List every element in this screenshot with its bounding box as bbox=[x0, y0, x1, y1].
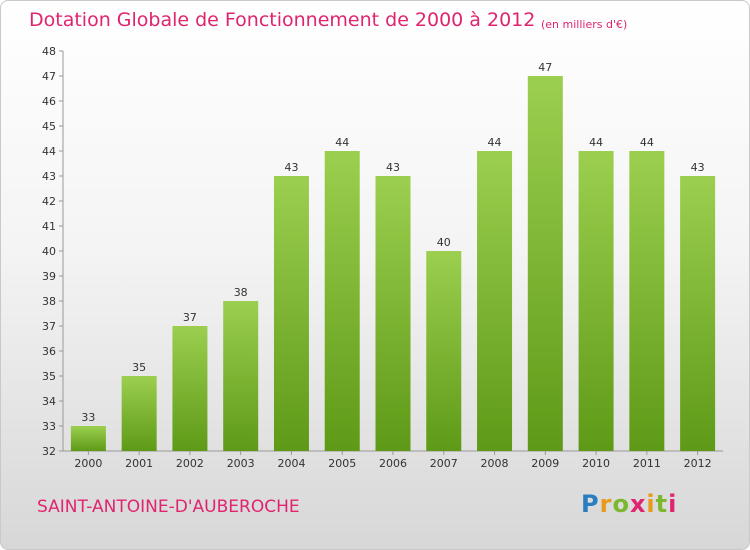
bar bbox=[273, 176, 309, 451]
chart-title: Dotation Globale de Fonctionnement de 20… bbox=[29, 9, 536, 31]
x-tick-label: 2000 bbox=[74, 457, 102, 470]
x-tick-label: 2002 bbox=[176, 457, 204, 470]
x-tick-label: 2003 bbox=[227, 457, 255, 470]
bar-value-label: 33 bbox=[81, 411, 95, 424]
y-tick-label: 38 bbox=[42, 295, 56, 308]
bar-value-label: 40 bbox=[437, 236, 451, 249]
chart-unit-note: (en milliers d'€) bbox=[541, 18, 628, 31]
bar bbox=[375, 176, 411, 451]
bar-value-label: 47 bbox=[538, 61, 552, 74]
chart-labels: 2000 33 2001 35 2002 37 2003 38 2004 43 2005 44 2006… bbox=[74, 61, 711, 470]
bar-value-label: 35 bbox=[132, 361, 146, 374]
bar bbox=[172, 326, 208, 451]
y-tick-label: 45 bbox=[42, 120, 56, 133]
commune-name: SAINT-ANTOINE-D'AUBEROCHE bbox=[37, 497, 300, 517]
chart-bars bbox=[70, 76, 716, 451]
y-tick-label: 37 bbox=[42, 320, 56, 333]
bar-value-label: 44 bbox=[589, 136, 603, 149]
bar bbox=[629, 151, 665, 451]
bar-value-label: 44 bbox=[488, 136, 502, 149]
bar-value-label: 37 bbox=[183, 311, 197, 324]
x-tick-label: 2007 bbox=[430, 457, 458, 470]
bar bbox=[70, 426, 106, 451]
x-tick-label: 2010 bbox=[582, 457, 610, 470]
y-tick-label: 46 bbox=[42, 95, 56, 108]
x-tick-label: 2004 bbox=[277, 457, 305, 470]
bar bbox=[223, 301, 259, 451]
y-tick-label: 43 bbox=[42, 170, 56, 183]
bar bbox=[527, 76, 563, 451]
proxiti-logo: Proxiti bbox=[581, 490, 678, 518]
y-tick-label: 39 bbox=[42, 270, 56, 283]
bar-value-label: 43 bbox=[386, 161, 400, 174]
y-tick-label: 40 bbox=[42, 245, 56, 258]
y-tick-label: 34 bbox=[42, 395, 56, 408]
x-tick-label: 2005 bbox=[328, 457, 356, 470]
bar-value-label: 38 bbox=[234, 286, 248, 299]
y-tick-label: 42 bbox=[42, 195, 56, 208]
y-tick-label: 36 bbox=[42, 345, 56, 358]
y-tick-label: 35 bbox=[42, 370, 56, 383]
x-tick-label: 2008 bbox=[481, 457, 509, 470]
y-tick-label: 41 bbox=[42, 220, 56, 233]
bar-value-label: 44 bbox=[335, 136, 349, 149]
y-tick-label: 47 bbox=[42, 70, 56, 83]
bar-value-label: 44 bbox=[640, 136, 654, 149]
y-tick-label: 33 bbox=[42, 420, 56, 433]
bar-value-label: 43 bbox=[691, 161, 705, 174]
bar bbox=[680, 176, 716, 451]
x-tick-label: 2012 bbox=[684, 457, 712, 470]
x-tick-label: 2011 bbox=[633, 457, 661, 470]
y-tick-label: 32 bbox=[42, 445, 56, 458]
bar bbox=[121, 376, 157, 451]
bar bbox=[578, 151, 614, 451]
y-tick-label: 48 bbox=[42, 45, 56, 58]
bar bbox=[324, 151, 360, 451]
x-tick-label: 2009 bbox=[531, 457, 559, 470]
bar bbox=[426, 251, 462, 451]
x-tick-label: 2001 bbox=[125, 457, 153, 470]
bar-value-label: 43 bbox=[284, 161, 298, 174]
y-tick-label: 44 bbox=[42, 145, 56, 158]
x-tick-label: 2006 bbox=[379, 457, 407, 470]
bar bbox=[477, 151, 513, 451]
